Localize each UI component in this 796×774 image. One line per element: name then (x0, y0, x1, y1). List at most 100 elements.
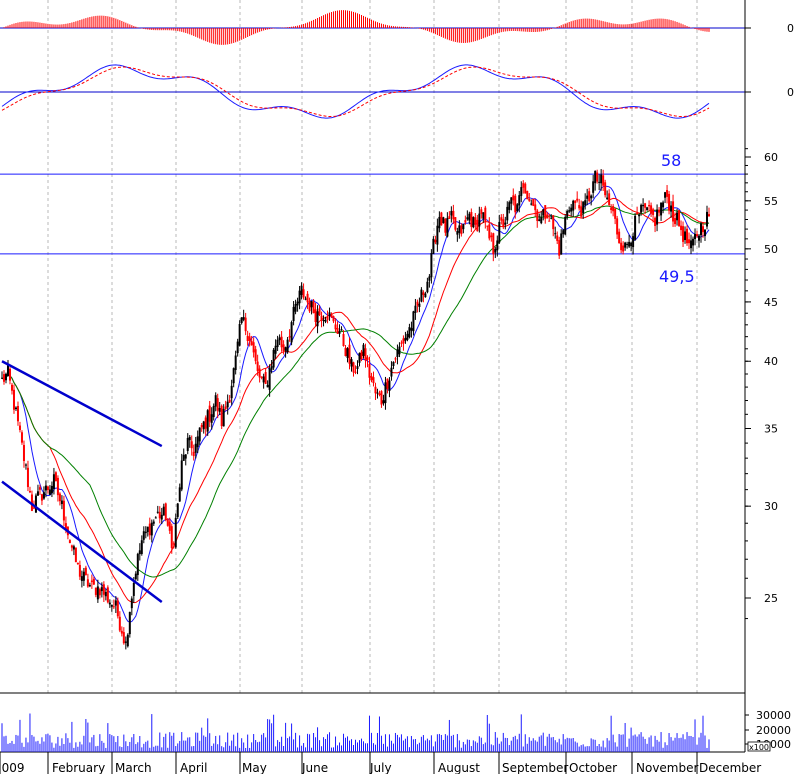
candle-body (448, 216, 451, 219)
candle-body (128, 611, 131, 635)
candle-body (420, 289, 423, 302)
candle-body (138, 550, 141, 555)
candle-body (694, 234, 697, 240)
candle-body (508, 202, 511, 210)
candle-body (160, 514, 163, 520)
candle-body (606, 197, 609, 200)
candle-body (618, 231, 621, 244)
candle-body (182, 454, 185, 461)
candle-body (20, 432, 23, 443)
candle-body (642, 204, 645, 207)
candle-body (222, 408, 225, 427)
candle-body (664, 192, 667, 198)
candle-body (8, 368, 11, 381)
candle-body (402, 338, 405, 344)
candle-body (168, 521, 171, 531)
candle-body (338, 331, 341, 334)
candle-body (528, 198, 531, 201)
candle-body (198, 427, 201, 442)
candle-body (238, 323, 241, 346)
candle-body (480, 209, 483, 214)
candle-body (300, 285, 303, 295)
candle-body (174, 517, 177, 548)
candle-body (122, 632, 125, 644)
candle-body (38, 487, 41, 490)
candle-body (422, 292, 425, 295)
candle-body (396, 349, 399, 358)
candle-body (376, 392, 379, 394)
candle-body (688, 239, 691, 244)
candle-body (78, 564, 81, 577)
candle-body (194, 443, 197, 453)
candle-body (208, 405, 211, 422)
candle-body (186, 437, 189, 451)
candle-body (58, 493, 61, 502)
candle-body (546, 214, 549, 219)
candle-body (116, 600, 119, 617)
candle-body (74, 547, 77, 563)
candle-body (526, 191, 529, 200)
grid-lines (0, 0, 745, 753)
candle-body (678, 210, 681, 226)
candle-body (318, 308, 321, 316)
candle-body (584, 200, 587, 206)
candle-body (414, 305, 417, 313)
candle-body (278, 337, 281, 341)
candle-body (530, 203, 533, 205)
candle-body (494, 248, 497, 253)
candle-body (154, 517, 157, 519)
candle-body (478, 213, 481, 227)
candle-body (652, 209, 655, 215)
candle-body (662, 202, 665, 208)
candle-body (36, 491, 39, 496)
candle-body (132, 582, 135, 596)
candle-body (406, 333, 409, 340)
candle-body (632, 236, 635, 248)
price-tick-label: 25 (764, 592, 778, 605)
candle-body (704, 229, 707, 237)
candle-body (334, 324, 337, 330)
candle-body (256, 361, 259, 371)
candle-body (190, 441, 193, 449)
candle-body (10, 384, 13, 391)
candle-body (54, 472, 57, 482)
candle-body (82, 571, 85, 581)
candle-body (412, 311, 415, 332)
candle-body (532, 198, 535, 206)
candle-body (666, 190, 669, 197)
candle-body (200, 425, 203, 428)
candle-body (206, 410, 209, 432)
candle-body (100, 587, 103, 592)
candle-body (456, 230, 459, 235)
candle-body (204, 417, 207, 429)
candle-body (696, 234, 699, 237)
candle-body (564, 217, 567, 235)
candle-body (634, 215, 637, 240)
volume-tick-label: 30000 (756, 709, 791, 722)
macd-line (1, 64, 710, 119)
candle-body (586, 195, 589, 199)
candle-body (600, 174, 603, 184)
candle-body (476, 219, 479, 232)
candle-body (306, 293, 309, 303)
candle-body (570, 207, 573, 212)
candle-body (184, 454, 187, 459)
candle-body (292, 306, 295, 322)
candle-body (106, 587, 109, 603)
candle-body (358, 352, 361, 363)
candle-body (322, 319, 325, 322)
candle-body (56, 477, 59, 496)
candle-body (286, 339, 289, 353)
candle-body (170, 526, 173, 549)
candle-body (136, 553, 139, 576)
candle-body (130, 598, 133, 609)
candle-body (110, 604, 113, 607)
candle-body (668, 193, 671, 211)
candle-body (266, 384, 269, 388)
candle-body (580, 206, 583, 217)
candle-body (462, 224, 465, 230)
histogram-zero-label: 0 (787, 22, 794, 35)
candle-body (340, 329, 343, 331)
candle-body (296, 301, 299, 306)
